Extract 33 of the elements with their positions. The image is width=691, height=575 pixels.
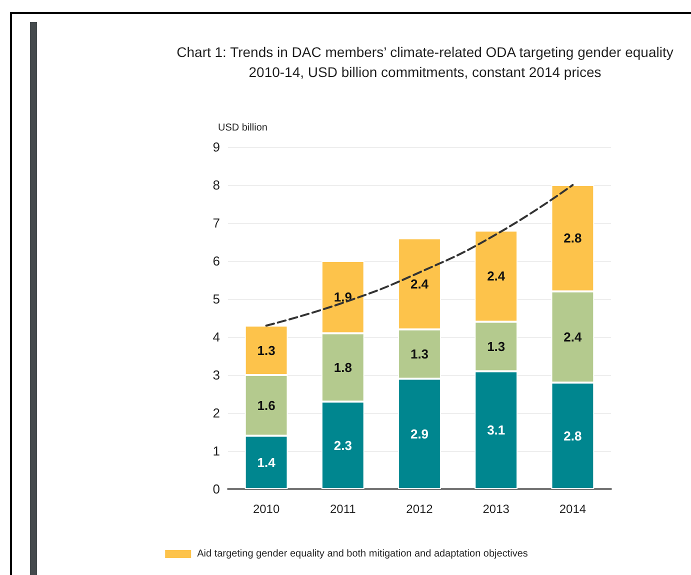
y-tick-label: 8 [212, 178, 220, 192]
data-label: 2.4 [410, 276, 430, 292]
data-label: 1.3 [410, 346, 429, 362]
y-axis-title: USD billion [218, 122, 268, 134]
y-tick-label: 1 [212, 444, 220, 458]
y-tick-label: 9 [212, 140, 220, 154]
data-label: 2.9 [410, 426, 429, 442]
data-label: 2.4 [564, 330, 583, 344]
x-tick-label: 2013 [482, 502, 510, 516]
legend-label: Aid targeting gender equality and both mitigation and adaptation objectives [197, 548, 528, 560]
data-label: 1.4 [257, 454, 276, 470]
data-label: 2.8 [564, 230, 582, 246]
y-tick-label: 0 [212, 482, 220, 496]
data-label: 2.4 [487, 268, 506, 284]
data-label: 1.3 [487, 339, 506, 354]
y-tick-label: 3 [212, 368, 220, 382]
data-label: 3.1 [487, 422, 506, 438]
data-label: 1.6 [257, 398, 276, 413]
data-label: 2.8 [564, 428, 582, 444]
x-tick-label: 2014 [559, 502, 586, 516]
y-tick-label: 6 [212, 254, 220, 268]
x-tick-label: 2012 [406, 502, 434, 516]
data-label: 1.3 [257, 342, 276, 358]
y-tick-label: 4 [212, 330, 220, 344]
x-tick-label: 2011 [330, 502, 356, 516]
y-tick-label: 7 [212, 216, 220, 230]
x-tick-label: 2010 [252, 502, 280, 516]
data-label: 1.8 [334, 360, 352, 375]
y-tick-label: 2 [212, 406, 220, 420]
data-label: 2.3 [334, 438, 352, 453]
chart-subtitle: 2010-14, USD billion commitments, constant 2014 prices [248, 64, 602, 80]
y-tick-label: 5 [212, 292, 220, 306]
chart-title: Chart 1: Trends in DAC members’ climate-related ODA targeting gender equality [176, 44, 674, 60]
